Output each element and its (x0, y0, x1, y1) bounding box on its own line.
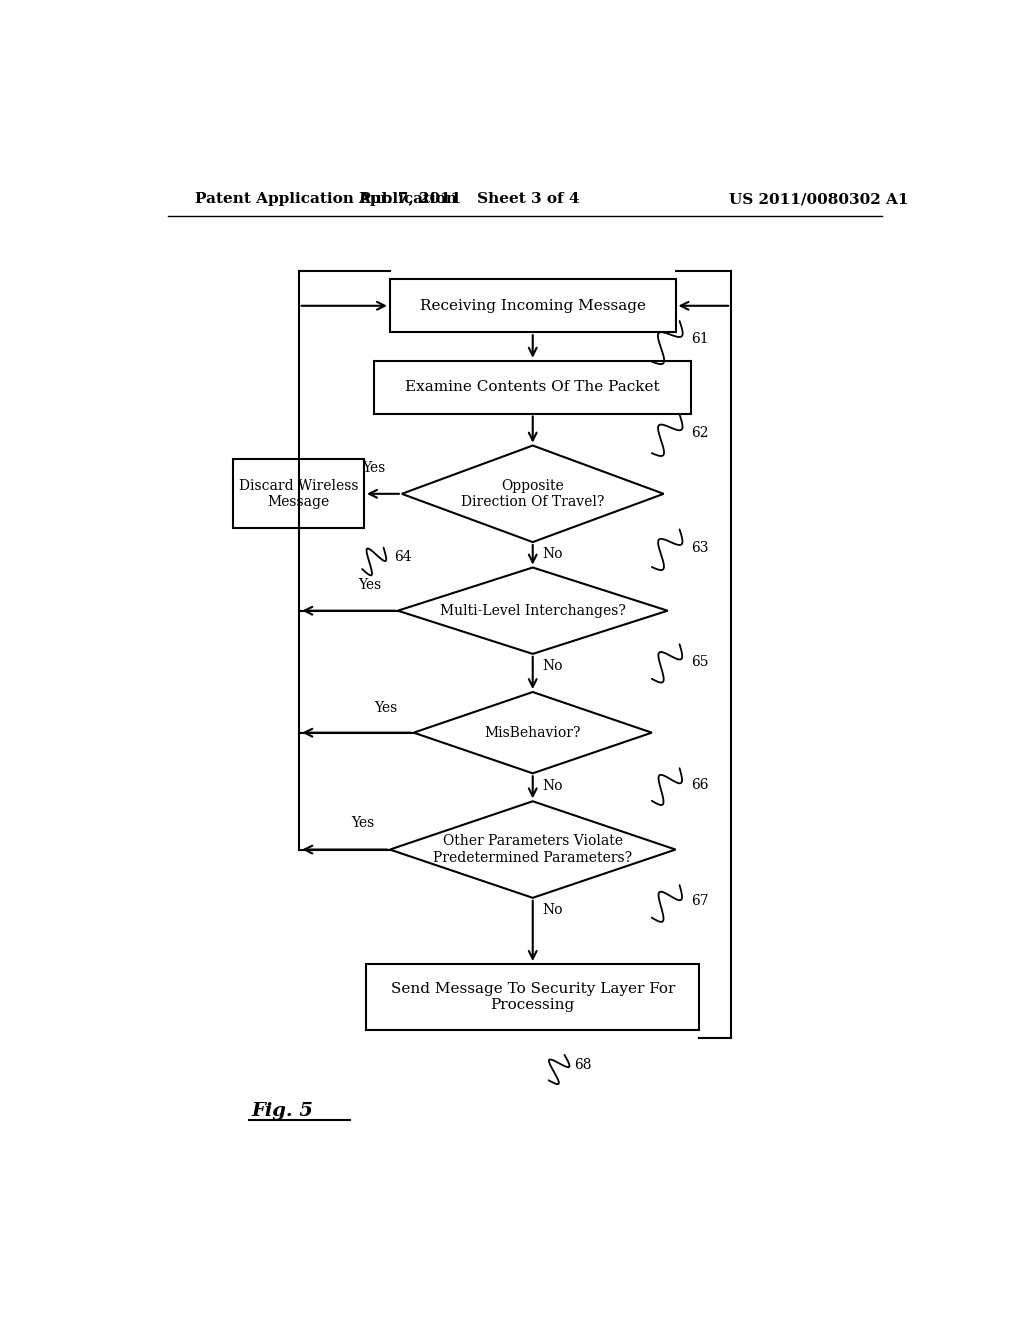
Text: MisBehavior?: MisBehavior? (484, 726, 581, 739)
Text: Yes: Yes (351, 816, 374, 830)
Text: Yes: Yes (362, 462, 386, 475)
Text: Patent Application Publication: Patent Application Publication (196, 191, 458, 206)
Text: 66: 66 (691, 777, 709, 792)
Text: No: No (543, 659, 563, 673)
Text: Opposite
Direction Of Travel?: Opposite Direction Of Travel? (461, 479, 604, 510)
Text: 65: 65 (691, 655, 709, 668)
Polygon shape (397, 568, 668, 653)
Polygon shape (390, 801, 676, 898)
Text: 68: 68 (574, 1059, 592, 1072)
Polygon shape (414, 692, 652, 774)
Text: US 2011/0080302 A1: US 2011/0080302 A1 (729, 191, 908, 206)
Text: Receiving Incoming Message: Receiving Incoming Message (420, 298, 646, 313)
Text: Apr. 7, 2011   Sheet 3 of 4: Apr. 7, 2011 Sheet 3 of 4 (358, 191, 580, 206)
Text: Discard Wireless
Message: Discard Wireless Message (239, 479, 358, 510)
Text: Fig. 5: Fig. 5 (251, 1102, 313, 1119)
Text: 62: 62 (691, 426, 709, 440)
Text: 64: 64 (394, 550, 412, 564)
Text: 67: 67 (691, 895, 709, 908)
Text: 63: 63 (691, 541, 709, 554)
Text: 61: 61 (691, 333, 709, 346)
Text: Other Parameters Violate
Predetermined Parameters?: Other Parameters Violate Predetermined P… (433, 834, 632, 865)
Text: Yes: Yes (358, 578, 382, 593)
Text: No: No (543, 779, 563, 792)
Bar (374, 360, 691, 413)
Text: Send Message To Security Layer For
Processing: Send Message To Security Layer For Proce… (390, 982, 675, 1012)
Bar (390, 280, 676, 333)
Bar (233, 459, 365, 528)
Bar (367, 964, 699, 1030)
Text: Examine Contents Of The Packet: Examine Contents Of The Packet (406, 380, 660, 395)
Text: No: No (543, 548, 563, 561)
Text: Multi-Level Interchanges?: Multi-Level Interchanges? (439, 603, 626, 618)
Text: No: No (543, 903, 563, 917)
Polygon shape (401, 446, 664, 543)
Text: Yes: Yes (375, 701, 397, 715)
